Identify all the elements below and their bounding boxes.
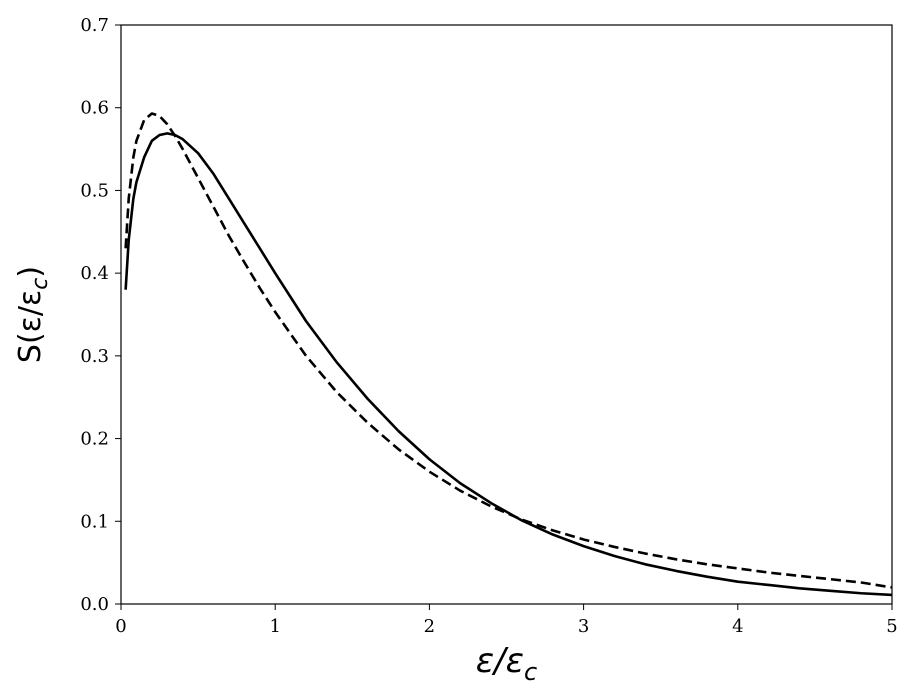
y-axis-label-sub: c xyxy=(28,278,53,290)
y-tick-label: 0.5 xyxy=(80,180,109,201)
x-tick-label: 0 xyxy=(115,616,126,637)
x-tick-label: 2 xyxy=(424,616,435,637)
x-tick-label: 3 xyxy=(578,616,589,637)
x-tick-label: 1 xyxy=(269,616,280,637)
y-tick-label: 0.4 xyxy=(80,263,109,284)
y-tick-label: 0.0 xyxy=(80,594,109,615)
x-axis-label: ε/εc xyxy=(476,641,537,686)
x-axis-label-sub: c xyxy=(524,658,537,686)
x-tick-label: 5 xyxy=(886,616,897,637)
y-tick-label: 0.6 xyxy=(80,98,109,119)
dashed-series-line xyxy=(124,112,893,589)
y-tick-label: 0.1 xyxy=(80,511,109,532)
y-axis-ticks: 0.0 0.1 0.2 0.3 0.4 0.5 0.6 0.7 xyxy=(80,15,121,615)
y-axis-label: S(ε/εc) xyxy=(13,266,53,363)
solid-series-line xyxy=(124,132,893,597)
y-axis-label-close: ) xyxy=(13,266,48,278)
y-tick-label: 0.3 xyxy=(80,346,109,367)
y-tick-label: 0.2 xyxy=(80,429,109,450)
series-layer xyxy=(124,112,893,597)
plot-frame xyxy=(120,24,893,605)
y-tick-label: 0.7 xyxy=(80,15,109,36)
y-axis-label-main: S(ε/ε xyxy=(13,290,48,363)
x-axis-label-main: ε/ε xyxy=(476,641,524,681)
x-axis-ticks: 0 1 2 3 4 5 xyxy=(115,604,898,637)
x-tick-label: 4 xyxy=(732,616,743,637)
